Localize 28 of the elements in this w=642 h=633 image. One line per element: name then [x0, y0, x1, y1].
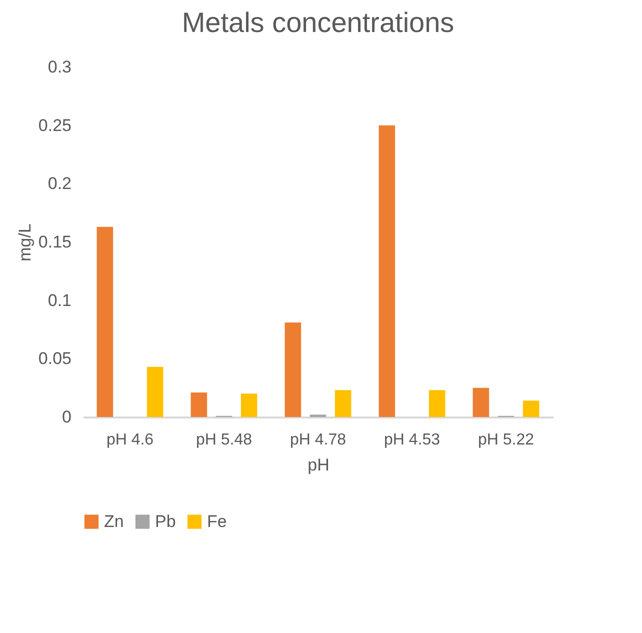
- x-axis-title: pH: [308, 456, 330, 474]
- bar: [284, 322, 302, 417]
- bar: [522, 400, 540, 417]
- y-axis-title: mg/L: [15, 224, 34, 262]
- y-tick-label: 0.2: [48, 174, 72, 194]
- bar: [190, 392, 208, 417]
- y-tick-label: 0.1: [48, 290, 72, 310]
- chart-title: Metals concentrations: [182, 7, 454, 38]
- bar: [146, 366, 164, 417]
- y-tick-label: 0.15: [38, 232, 72, 252]
- x-tick-label: pH 4.78: [290, 432, 346, 448]
- y-tick-label: 0.05: [38, 349, 72, 368]
- y-tick-label: 0.25: [38, 116, 72, 135]
- bar: [240, 394, 258, 417]
- legend-label: Fe: [207, 512, 227, 531]
- x-tick-label: pH 4.6: [106, 432, 154, 448]
- bar: [378, 125, 396, 417]
- bar: [428, 390, 446, 417]
- y-tick-label: 0.3: [48, 58, 72, 76]
- x-tick-label: pH 5.48: [196, 432, 252, 448]
- y-tick-label: 0: [62, 408, 72, 426]
- x-tick-label: pH 5.22: [478, 432, 534, 448]
- bar: [334, 390, 352, 417]
- bar: [96, 226, 114, 417]
- x-tick-label: pH 4.53: [384, 432, 440, 448]
- legend-label: Zn: [104, 512, 124, 531]
- legend-label: Pb: [155, 512, 176, 531]
- bar: [472, 388, 490, 417]
